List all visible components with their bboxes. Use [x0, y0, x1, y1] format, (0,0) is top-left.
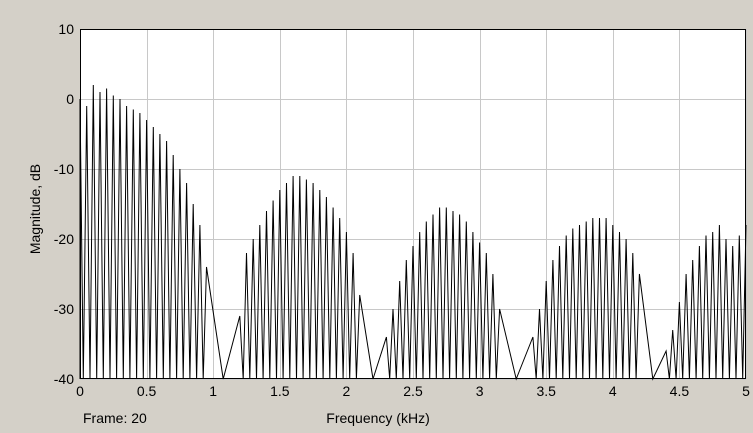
- x-tick-label: 2: [343, 383, 351, 399]
- grid: [80, 29, 747, 380]
- y-tick-label: -10: [54, 161, 74, 177]
- y-tick-label: -40: [54, 371, 74, 387]
- x-tick-label: 3.5: [536, 383, 556, 399]
- y-tick-label: 0: [66, 91, 74, 107]
- x-tick-label: 2.5: [403, 383, 423, 399]
- x-tick-label: 5: [742, 383, 750, 399]
- y-axis-title: Magnitude, dB: [27, 164, 43, 254]
- y-tick-label: 10: [58, 21, 74, 37]
- x-tick-label: 0.5: [137, 383, 157, 399]
- x-tick-label: 4.5: [670, 383, 690, 399]
- plot-border: [80, 29, 746, 379]
- x-tick-label: 3: [476, 383, 484, 399]
- x-tick-label: 4: [609, 383, 617, 399]
- x-tick-label: 1: [209, 383, 217, 399]
- y-axis: -40 -30 -20 -10 0 10: [54, 21, 74, 387]
- frame-label: Frame: 20: [83, 410, 147, 426]
- x-tick-label: 0: [76, 383, 84, 399]
- magnitude-series-line: [79, 84, 747, 381]
- y-tick-label: -20: [54, 231, 74, 247]
- x-axis: 0 0.5 1 1.5 2 2.5 3 3.5 4 4.5 5: [76, 383, 750, 399]
- y-tick-label: -30: [54, 301, 74, 317]
- x-tick-label: 1.5: [270, 383, 290, 399]
- x-axis-title: Frequency (kHz): [326, 410, 429, 426]
